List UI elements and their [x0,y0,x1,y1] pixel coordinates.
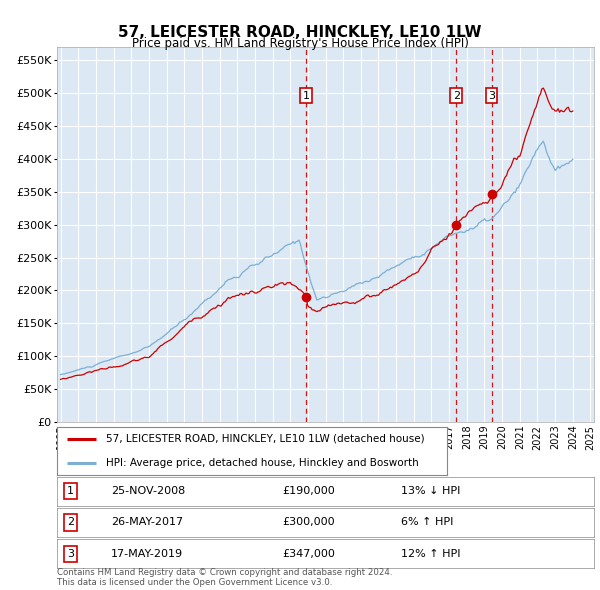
Text: 2: 2 [67,517,74,527]
Text: Contains HM Land Registry data © Crown copyright and database right 2024.
This d: Contains HM Land Registry data © Crown c… [57,568,392,587]
Text: 12% ↑ HPI: 12% ↑ HPI [401,549,460,559]
Text: Price paid vs. HM Land Registry's House Price Index (HPI): Price paid vs. HM Land Registry's House … [131,37,469,50]
Text: 3: 3 [488,91,495,101]
Text: £300,000: £300,000 [283,517,335,527]
Text: HPI: Average price, detached house, Hinckley and Bosworth: HPI: Average price, detached house, Hinc… [106,458,419,468]
Text: 13% ↓ HPI: 13% ↓ HPI [401,486,460,496]
Text: £347,000: £347,000 [283,549,335,559]
Text: 25-NOV-2008: 25-NOV-2008 [111,486,185,496]
Text: 1: 1 [67,486,74,496]
Text: 3: 3 [67,549,74,559]
Text: 26-MAY-2017: 26-MAY-2017 [111,517,183,527]
Text: 2: 2 [452,91,460,101]
Text: 57, LEICESTER ROAD, HINCKLEY, LE10 1LW (detached house): 57, LEICESTER ROAD, HINCKLEY, LE10 1LW (… [106,434,424,444]
Text: 1: 1 [302,91,310,101]
Text: 6% ↑ HPI: 6% ↑ HPI [401,517,453,527]
Text: 57, LEICESTER ROAD, HINCKLEY, LE10 1LW: 57, LEICESTER ROAD, HINCKLEY, LE10 1LW [118,25,482,40]
Text: 17-MAY-2019: 17-MAY-2019 [111,549,183,559]
Text: £190,000: £190,000 [283,486,335,496]
